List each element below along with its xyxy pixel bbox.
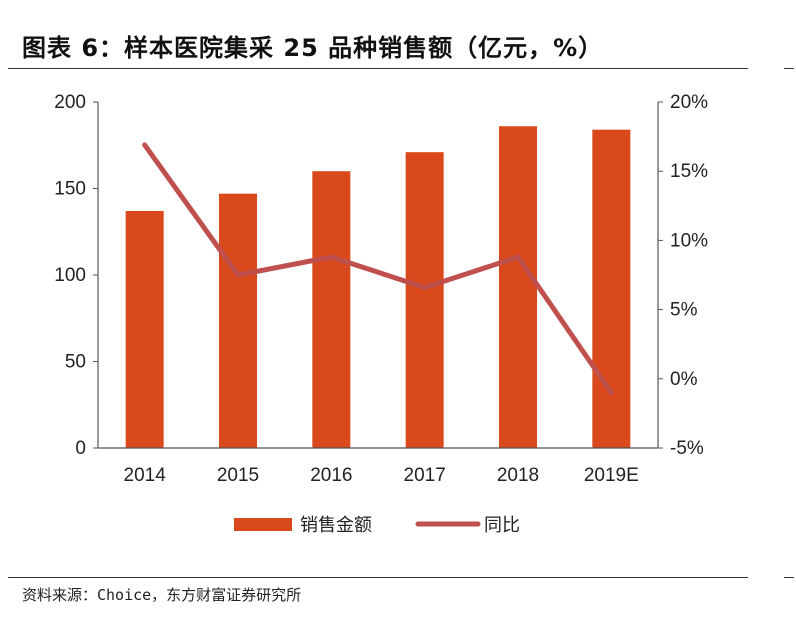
legend-label-line: 同比 xyxy=(484,515,520,535)
bar-2015 xyxy=(219,193,257,448)
x-tick-label: 2019E xyxy=(584,465,639,486)
x-tick-label: 2017 xyxy=(404,465,446,486)
bar-2019E xyxy=(592,129,631,448)
top-rule-edge xyxy=(784,68,794,69)
y-right-tick-label: 0% xyxy=(670,369,698,390)
top-rule xyxy=(8,68,748,69)
y-left-tick-label: 100 xyxy=(54,265,86,286)
bottom-rule xyxy=(8,577,748,578)
x-tick-label: 2015 xyxy=(217,465,259,486)
y-left-tick-label: 200 xyxy=(54,92,86,113)
y-right-tick-label: 15% xyxy=(670,161,708,182)
y-right-tick-label: 5% xyxy=(670,300,698,321)
bottom-rule-edge xyxy=(784,577,794,578)
y-left-tick-label: 150 xyxy=(54,179,86,200)
x-tick-label: 2016 xyxy=(310,465,352,486)
y-left-tick-label: 50 xyxy=(65,352,86,373)
x-tick-label: 2018 xyxy=(497,465,539,486)
bar-2014 xyxy=(125,210,164,448)
line-series-yoy xyxy=(142,142,614,396)
source-note: 资料来源：Choice，东方财富证券研究所 xyxy=(22,586,302,604)
y-right-tick-label: 10% xyxy=(670,230,708,251)
chart-title: 图表 6：样本医院集采 25 品种销售额（亿元，%） xyxy=(22,34,604,62)
y-left-tick-label: 0 xyxy=(75,438,86,459)
bar-2017 xyxy=(405,152,444,449)
y-right-tick-label: -5% xyxy=(670,438,704,459)
legend-swatch-bar xyxy=(234,518,292,531)
legend-label-bar: 销售金额 xyxy=(300,515,372,535)
bar-2016 xyxy=(312,171,351,448)
y-right-tick-label: 20% xyxy=(670,92,708,113)
bar-2018 xyxy=(499,126,537,448)
x-tick-label: 2014 xyxy=(124,465,167,486)
